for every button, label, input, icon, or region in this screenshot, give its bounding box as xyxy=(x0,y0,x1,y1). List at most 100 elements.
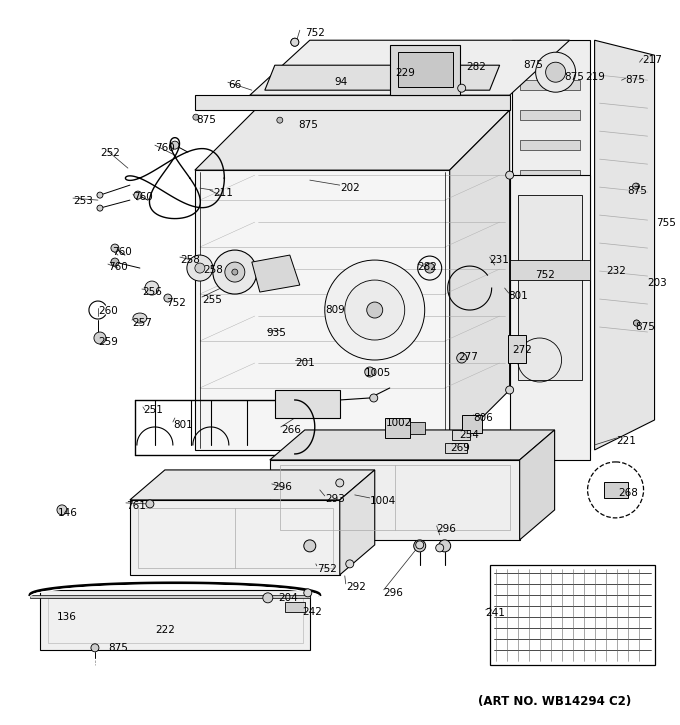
Circle shape xyxy=(304,540,316,552)
Text: 875: 875 xyxy=(628,186,647,196)
Circle shape xyxy=(304,589,312,597)
Text: 1005: 1005 xyxy=(364,368,391,378)
Circle shape xyxy=(345,560,354,568)
Polygon shape xyxy=(509,175,590,460)
Circle shape xyxy=(145,281,159,295)
Circle shape xyxy=(425,263,435,273)
Text: 809: 809 xyxy=(325,305,345,315)
Text: 752: 752 xyxy=(534,270,554,280)
Text: (ART NO. WB14294 C2): (ART NO. WB14294 C2) xyxy=(478,695,631,708)
Circle shape xyxy=(232,269,238,275)
Text: 282: 282 xyxy=(466,62,487,72)
Text: 201: 201 xyxy=(295,358,315,368)
Polygon shape xyxy=(285,602,305,612)
Circle shape xyxy=(225,262,245,282)
Circle shape xyxy=(439,540,451,552)
Text: 251: 251 xyxy=(143,405,163,415)
Polygon shape xyxy=(130,470,375,500)
Text: 259: 259 xyxy=(98,337,118,347)
Circle shape xyxy=(134,191,142,199)
Text: 258: 258 xyxy=(203,265,223,275)
Text: 232: 232 xyxy=(607,266,626,276)
Text: 1002: 1002 xyxy=(386,418,412,428)
Text: 242: 242 xyxy=(302,607,322,617)
Polygon shape xyxy=(340,470,375,575)
Polygon shape xyxy=(270,460,520,540)
Polygon shape xyxy=(509,260,590,280)
Text: 875: 875 xyxy=(298,120,318,130)
Circle shape xyxy=(545,62,566,82)
Polygon shape xyxy=(250,40,570,95)
Text: 935: 935 xyxy=(267,328,287,338)
Polygon shape xyxy=(517,195,581,380)
Text: 258: 258 xyxy=(180,255,200,265)
Polygon shape xyxy=(520,200,579,210)
Polygon shape xyxy=(452,430,470,440)
Polygon shape xyxy=(445,443,466,453)
Polygon shape xyxy=(398,52,453,87)
Text: 252: 252 xyxy=(100,148,120,158)
Text: 760: 760 xyxy=(108,262,128,272)
Polygon shape xyxy=(520,230,579,240)
Circle shape xyxy=(97,205,103,211)
Text: 760: 760 xyxy=(133,192,152,202)
Text: 752: 752 xyxy=(166,298,186,308)
Circle shape xyxy=(195,263,205,273)
Polygon shape xyxy=(270,430,555,460)
Text: 296: 296 xyxy=(384,588,404,598)
Polygon shape xyxy=(520,260,579,270)
Polygon shape xyxy=(511,40,590,450)
Polygon shape xyxy=(520,170,579,180)
Circle shape xyxy=(291,38,299,46)
Circle shape xyxy=(457,353,466,363)
Polygon shape xyxy=(195,170,449,450)
Text: 136: 136 xyxy=(57,612,77,622)
Polygon shape xyxy=(252,255,300,292)
Circle shape xyxy=(94,332,106,344)
Polygon shape xyxy=(410,422,425,434)
Circle shape xyxy=(634,320,640,326)
Text: 256: 256 xyxy=(142,287,162,297)
Text: 293: 293 xyxy=(325,494,345,504)
Polygon shape xyxy=(449,110,509,450)
Text: 755: 755 xyxy=(657,218,677,228)
Circle shape xyxy=(164,294,172,302)
Text: 761: 761 xyxy=(126,501,146,511)
Circle shape xyxy=(187,255,213,281)
Circle shape xyxy=(634,183,640,189)
Text: 875: 875 xyxy=(108,643,128,652)
Circle shape xyxy=(336,479,344,487)
Polygon shape xyxy=(40,590,310,650)
Circle shape xyxy=(536,52,575,92)
Circle shape xyxy=(91,644,99,652)
Circle shape xyxy=(459,86,464,91)
Text: 217: 217 xyxy=(643,55,662,65)
Text: 241: 241 xyxy=(486,608,505,618)
Circle shape xyxy=(263,593,273,602)
Text: 875: 875 xyxy=(636,322,656,332)
Circle shape xyxy=(57,505,67,515)
Text: 292: 292 xyxy=(345,582,366,592)
Polygon shape xyxy=(520,430,555,540)
Circle shape xyxy=(436,544,443,552)
Circle shape xyxy=(367,302,383,318)
Circle shape xyxy=(171,141,179,149)
Text: 146: 146 xyxy=(58,508,78,518)
Text: 875: 875 xyxy=(626,75,645,86)
Circle shape xyxy=(111,258,119,266)
Polygon shape xyxy=(195,110,509,170)
Polygon shape xyxy=(265,65,500,90)
Text: 875: 875 xyxy=(524,60,543,70)
Text: 806: 806 xyxy=(474,413,494,423)
Text: 296: 296 xyxy=(437,524,456,534)
Circle shape xyxy=(364,367,375,377)
Text: 268: 268 xyxy=(619,488,639,498)
Text: 257: 257 xyxy=(132,318,152,328)
Circle shape xyxy=(506,386,513,394)
Circle shape xyxy=(415,541,424,549)
Circle shape xyxy=(370,394,378,402)
Text: 1004: 1004 xyxy=(370,496,396,506)
Circle shape xyxy=(413,540,426,552)
Text: 277: 277 xyxy=(459,352,479,362)
Circle shape xyxy=(193,114,199,120)
